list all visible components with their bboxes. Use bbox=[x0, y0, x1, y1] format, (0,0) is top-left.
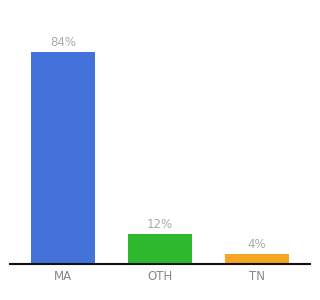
Text: 4%: 4% bbox=[248, 238, 266, 251]
Text: 84%: 84% bbox=[50, 36, 76, 49]
Bar bbox=[31, 52, 94, 264]
Bar bbox=[226, 254, 289, 264]
Bar bbox=[128, 234, 192, 264]
Text: 12%: 12% bbox=[147, 218, 173, 231]
